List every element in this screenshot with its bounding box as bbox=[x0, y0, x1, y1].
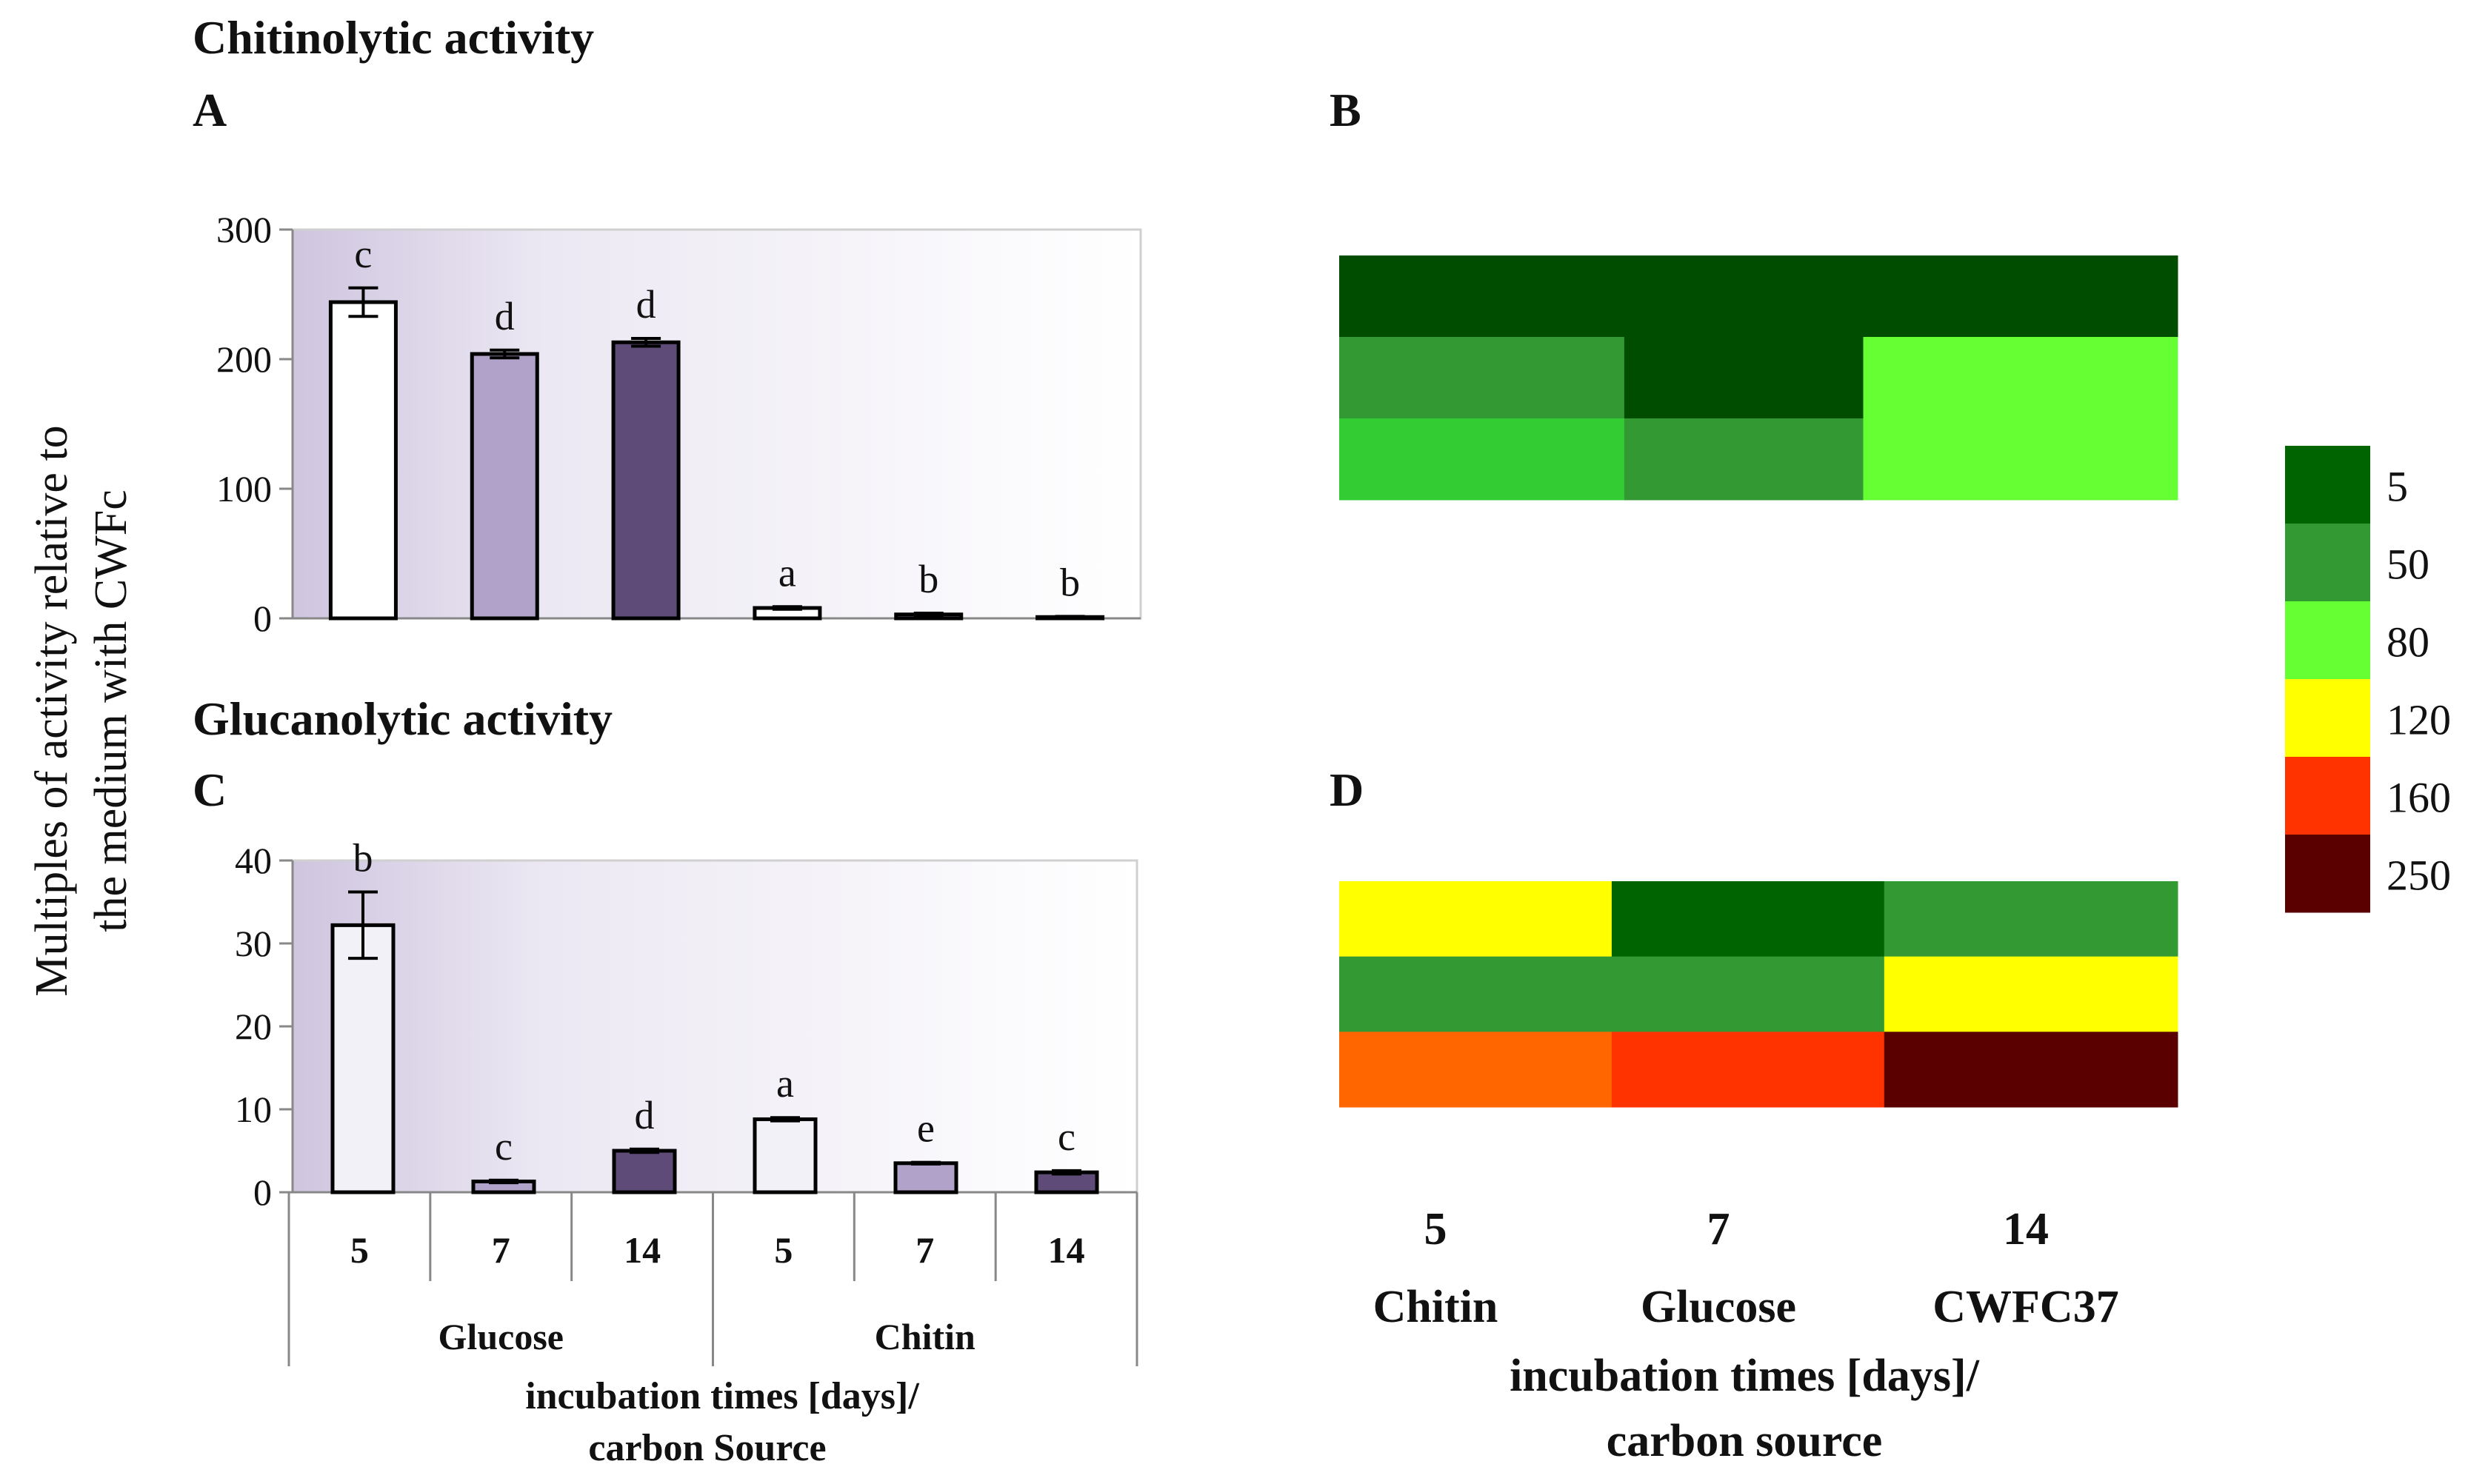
legend-swatch bbox=[2285, 679, 2370, 758]
y-tick-label: 10 bbox=[235, 1089, 272, 1130]
heatmap-source-label: Chitin bbox=[1373, 1282, 1498, 1332]
heatmap-x-title-line1: incubation times [days]/ bbox=[1510, 1351, 1980, 1401]
significance-letter: d bbox=[495, 294, 515, 338]
heatmap-cell bbox=[1884, 881, 2178, 957]
day-label: 7 bbox=[916, 1229, 934, 1271]
heatmap-cell bbox=[1611, 1032, 1885, 1108]
significance-letter: b bbox=[353, 836, 373, 880]
y-axis-title-line1: Multiples of activity relative to bbox=[27, 425, 77, 996]
legend-swatch bbox=[2285, 524, 2370, 602]
heatmap-cell bbox=[1611, 881, 1885, 957]
heatmap-cell bbox=[1863, 337, 2178, 419]
x-axis-title-line2: carbon Source bbox=[588, 1427, 826, 1469]
heatmap-cell bbox=[1863, 255, 2178, 338]
y-tick-label: 300 bbox=[216, 209, 272, 250]
significance-letter: a bbox=[778, 550, 796, 595]
heatmap-b bbox=[1339, 255, 2178, 501]
heatmap-cell bbox=[1339, 418, 1625, 501]
heatmap-cell bbox=[1339, 1032, 1612, 1108]
legend-label: 120 bbox=[2387, 696, 2451, 744]
heatmap-day-label: 14 bbox=[2003, 1204, 2049, 1254]
heatmap-cell bbox=[1339, 337, 1625, 419]
heatmap-source-label: CWFC37 bbox=[1932, 1282, 2118, 1332]
legend-swatch bbox=[2285, 446, 2370, 524]
day-label: 7 bbox=[492, 1229, 510, 1271]
heatmap-day-label: 7 bbox=[1707, 1204, 1730, 1254]
heatmap-cell bbox=[1339, 956, 1612, 1032]
heatmap-day-label: 5 bbox=[1424, 1204, 1447, 1254]
y-tick-label: 200 bbox=[216, 338, 272, 380]
heatmap-cell bbox=[1624, 255, 1864, 338]
significance-letter: a bbox=[776, 1061, 794, 1106]
legend-swatch bbox=[2285, 835, 2370, 913]
chart-c-plot-area bbox=[291, 859, 1138, 1194]
heatmap-cell bbox=[1863, 418, 2178, 501]
x-axis-title-line1: incubation times [days]/ bbox=[525, 1375, 919, 1417]
heatmap-category-labels: 5 7 14 Chitin Glucose CWFC37 bbox=[1373, 1204, 2119, 1332]
color-legend: 5 50 80 120 160 250 bbox=[2285, 446, 2451, 913]
panel-label-b: B bbox=[1330, 84, 1361, 136]
significance-letter: d bbox=[635, 1093, 655, 1137]
legend-label: 80 bbox=[2387, 618, 2429, 666]
heatmap-cell bbox=[1884, 1032, 2178, 1108]
heatmap-cell bbox=[1884, 956, 2178, 1032]
y-tick-label: 20 bbox=[235, 1006, 272, 1047]
bar-4 bbox=[753, 1117, 818, 1194]
y-tick-label: 0 bbox=[253, 598, 272, 639]
significance-letter: b bbox=[1060, 560, 1080, 604]
y-tick-label: 100 bbox=[216, 468, 272, 509]
bar-1 bbox=[330, 923, 396, 1194]
legend-swatch bbox=[2285, 601, 2370, 680]
significance-letter: e bbox=[917, 1106, 935, 1151]
bar-2 bbox=[470, 352, 539, 621]
legend-label: 5 bbox=[2387, 463, 2408, 511]
panel-label-a: A bbox=[193, 84, 227, 136]
y-tick-label: 0 bbox=[253, 1172, 272, 1213]
legend-swatch bbox=[2285, 757, 2370, 835]
legend-label: 50 bbox=[2387, 541, 2429, 589]
heatmap-d bbox=[1339, 881, 2178, 1108]
bar-1 bbox=[328, 300, 398, 621]
heatmap-x-title-line2: carbon source bbox=[1607, 1416, 1883, 1466]
bar-5 bbox=[893, 1161, 958, 1194]
y-tick-label: 40 bbox=[235, 840, 272, 881]
carbon-source-label: Chitin bbox=[875, 1316, 975, 1357]
carbon-source-label: Glucose bbox=[438, 1316, 564, 1357]
heatmap-cell bbox=[1624, 337, 1864, 419]
heatmap-cell bbox=[1611, 956, 1885, 1032]
y-tick-label: 30 bbox=[235, 923, 272, 964]
chart-a-chitinolytic: 0 100 200 300 c d d a b b bbox=[216, 209, 1142, 639]
chart-c-category-axis: incubation times [days]/ carbon Source 5… bbox=[287, 1192, 1138, 1469]
day-label: 5 bbox=[350, 1229, 369, 1271]
y-axis-title-line2: the medium with CWFc bbox=[86, 489, 136, 932]
heading-glucanolytic: Glucanolytic activity bbox=[193, 692, 613, 745]
chart-a-plot-area bbox=[291, 228, 1142, 620]
legend-label: 160 bbox=[2387, 774, 2451, 822]
chart-c-glucanolytic: 0 10 20 30 40 b c d a e c bbox=[235, 836, 1138, 1213]
heatmap-cell bbox=[1339, 255, 1625, 338]
significance-letter: c bbox=[354, 232, 372, 276]
legend-label: 250 bbox=[2387, 852, 2451, 900]
significance-letter: d bbox=[636, 282, 656, 327]
day-label: 5 bbox=[774, 1229, 793, 1271]
heatmap-cell bbox=[1339, 881, 1612, 957]
significance-letter: b bbox=[918, 557, 938, 601]
panel-label-c: C bbox=[193, 763, 227, 816]
day-label: 14 bbox=[624, 1229, 661, 1271]
panel-label-d: D bbox=[1330, 763, 1364, 816]
heading-chitinolytic: Chitinolytic activity bbox=[193, 11, 594, 64]
heatmap-cell bbox=[1624, 418, 1864, 501]
significance-letter: c bbox=[495, 1124, 513, 1169]
day-label: 14 bbox=[1048, 1229, 1085, 1271]
bar-3 bbox=[611, 340, 681, 621]
significance-letter: c bbox=[1058, 1114, 1075, 1159]
heatmap-source-label: Glucose bbox=[1641, 1282, 1796, 1332]
bar-3 bbox=[612, 1149, 677, 1194]
